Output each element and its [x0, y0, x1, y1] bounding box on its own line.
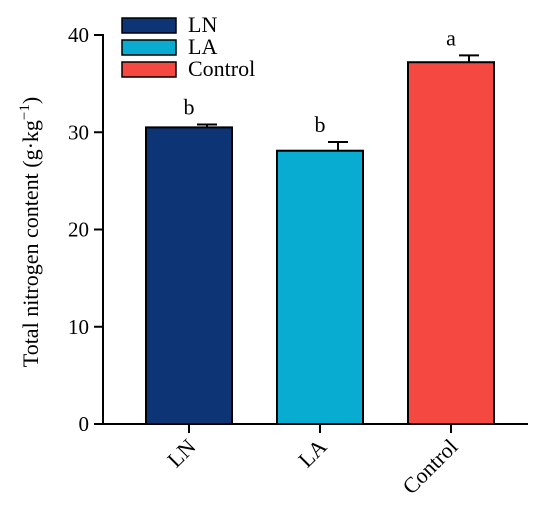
legend-label: Control [188, 56, 255, 81]
bar-control [407, 61, 495, 425]
legend-label: LA [188, 34, 217, 59]
y-axis-label: Total nitrogen content (g·kg−1) [17, 97, 43, 367]
legend-label: LN [188, 12, 217, 37]
significance-letters: b b a [184, 25, 457, 137]
x-tick-label: LA [293, 434, 331, 472]
y-axis-title: Total nitrogen content (g·kg−1) [17, 97, 43, 367]
significance-letter: b [184, 94, 195, 119]
x-tick-label: LN [162, 434, 200, 472]
y-axis-ticks: 0 10 20 30 40 [68, 23, 103, 436]
y-tick-label: 20 [68, 218, 89, 242]
legend-swatch-control [121, 61, 177, 78]
y-tick-label: 30 [68, 120, 89, 144]
significance-letter: b [315, 112, 326, 137]
x-tick-label: Control [397, 434, 462, 499]
legend-swatch-ln [121, 17, 177, 34]
legend-swatch-la [121, 39, 177, 56]
significance-letter: a [446, 25, 456, 50]
y-tick-label: 40 [68, 23, 89, 47]
y-tick-label: 0 [79, 412, 90, 436]
error-bars [197, 54, 479, 151]
bar-ln [145, 126, 233, 425]
y-tick-label: 10 [68, 315, 89, 339]
x-axis-ticks: LN LA Control [162, 424, 463, 499]
bars [145, 61, 495, 425]
bar-la [276, 149, 364, 425]
